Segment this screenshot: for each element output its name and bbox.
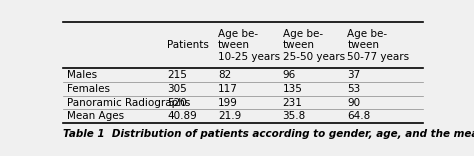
Text: 53: 53: [347, 84, 361, 94]
Text: 117: 117: [218, 84, 237, 94]
Text: 82: 82: [218, 70, 231, 80]
Text: 199: 199: [218, 98, 237, 107]
Text: Age be-
tween
50-77 years: Age be- tween 50-77 years: [347, 29, 410, 62]
Text: 96: 96: [283, 70, 296, 80]
Text: 520: 520: [167, 98, 187, 107]
Text: Age be-
tween
25-50 years: Age be- tween 25-50 years: [283, 29, 345, 62]
Text: 37: 37: [347, 70, 361, 80]
Text: Mean Ages: Mean Ages: [66, 111, 124, 121]
Text: Patients: Patients: [167, 40, 210, 50]
Text: Females: Females: [66, 84, 109, 94]
Text: Panoramic Radiographs: Panoramic Radiographs: [66, 98, 190, 107]
Text: Age be-
tween
10-25 years: Age be- tween 10-25 years: [218, 29, 280, 62]
Text: Table 1  Distribution of patients according to gender, age, and the mean age of: Table 1 Distribution of patients accordi…: [63, 129, 474, 139]
Text: 64.8: 64.8: [347, 111, 371, 121]
Text: 231: 231: [283, 98, 302, 107]
Text: 215: 215: [167, 70, 187, 80]
Text: 40.89: 40.89: [167, 111, 197, 121]
Text: 135: 135: [283, 84, 302, 94]
Text: 90: 90: [347, 98, 361, 107]
Text: 21.9: 21.9: [218, 111, 241, 121]
Text: 35.8: 35.8: [283, 111, 306, 121]
Text: Males: Males: [66, 70, 97, 80]
Text: 305: 305: [167, 84, 187, 94]
